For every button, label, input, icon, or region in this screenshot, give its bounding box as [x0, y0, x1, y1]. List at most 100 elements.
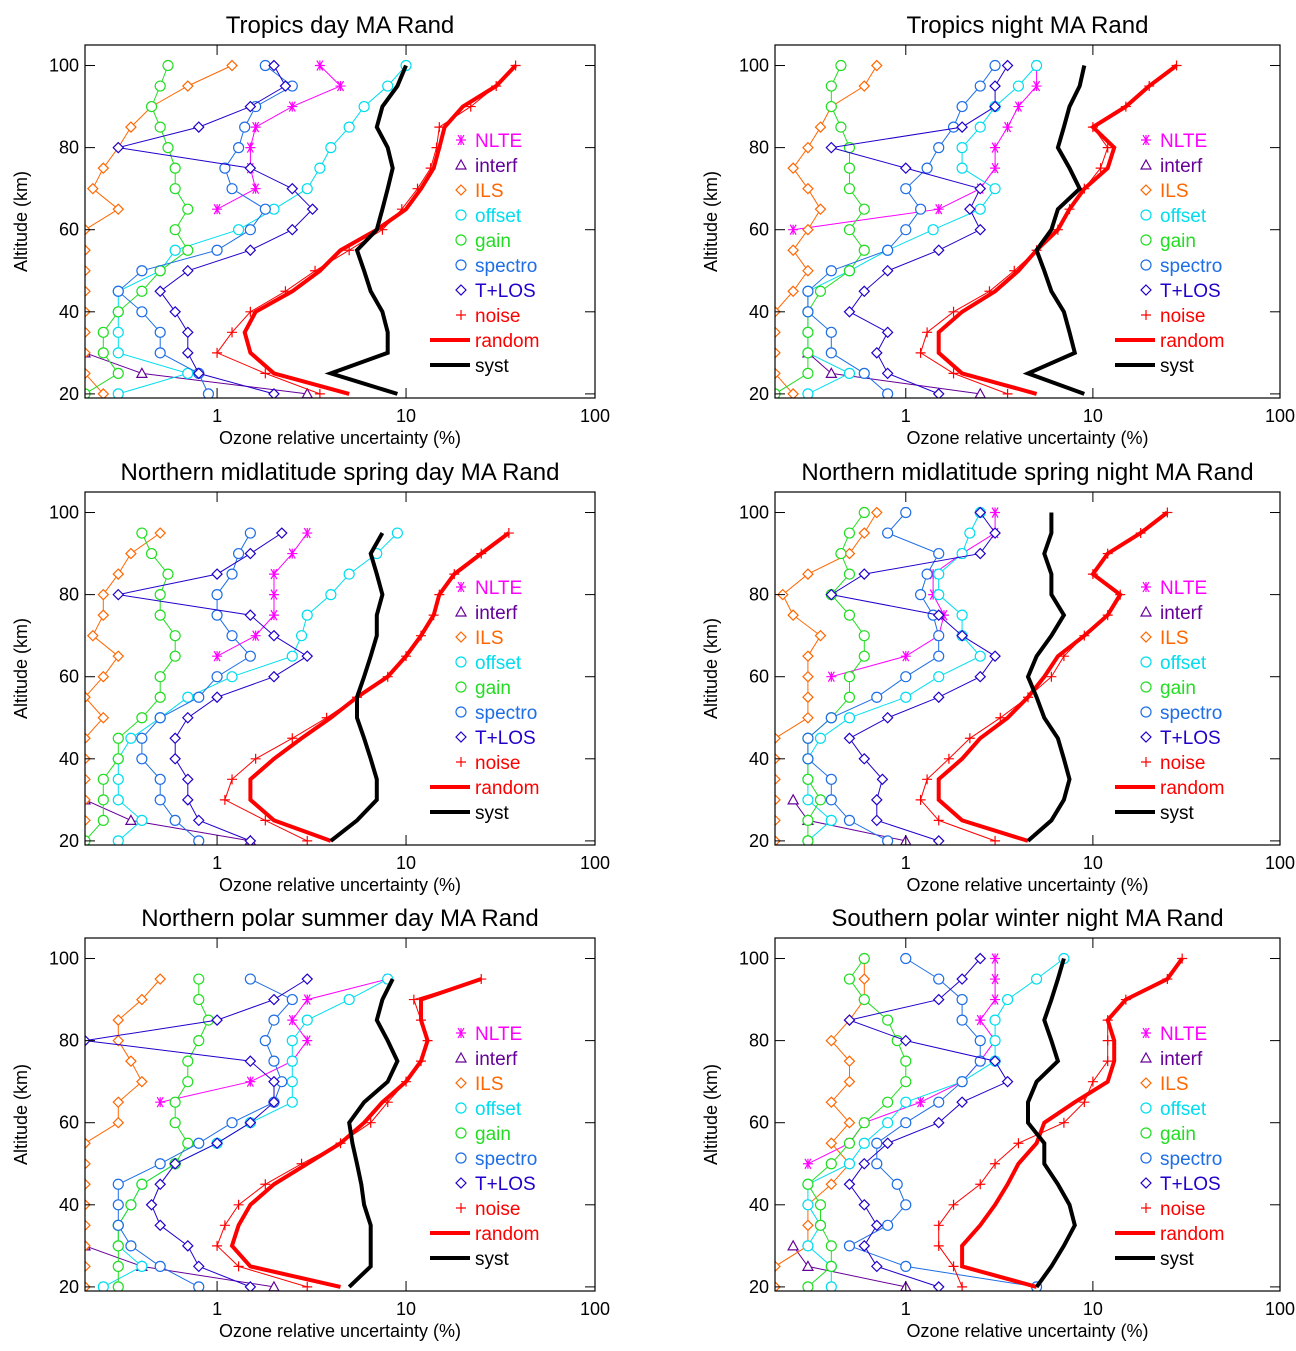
x-axis-label: Ozone relative uncertainty (%): [906, 1321, 1148, 1341]
marker: [125, 732, 137, 744]
marker: [775, 1260, 781, 1273]
marker: [1079, 1097, 1090, 1108]
marker: [881, 367, 894, 380]
legend-label: NLTE: [475, 578, 522, 599]
marker: [1095, 163, 1106, 174]
marker: [85, 1157, 91, 1170]
x-tick-label: 10: [1083, 406, 1103, 426]
legend-label: random: [1160, 1224, 1224, 1245]
marker: [825, 1240, 837, 1252]
marker: [900, 506, 912, 519]
marker: [843, 671, 856, 683]
marker: [956, 1076, 968, 1088]
marker: [233, 548, 245, 560]
legend-marker: [456, 1027, 466, 1039]
series-line: [960, 957, 1184, 1289]
marker: [900, 1117, 912, 1129]
marker: [244, 547, 257, 560]
x-tick-label: 10: [1083, 1299, 1103, 1319]
y-axis-label: Altitude (km): [701, 618, 721, 719]
marker: [85, 1240, 91, 1252]
marker: [286, 1035, 298, 1047]
marker: [899, 1034, 912, 1047]
marker: [193, 1137, 205, 1149]
marker: [787, 244, 799, 257]
marker: [227, 327, 238, 338]
marker: [169, 1117, 181, 1129]
marker: [286, 994, 298, 1006]
x-tick-label: 1: [212, 406, 222, 426]
legend-marker: [1140, 706, 1152, 718]
marker: [775, 794, 781, 806]
marker: [989, 59, 1001, 72]
series-line: [1026, 957, 1077, 1289]
marker: [802, 326, 814, 338]
marker: [1013, 1138, 1024, 1149]
legend-label: noise: [1160, 306, 1205, 327]
y-tick-label: 80: [749, 1031, 769, 1051]
marker: [802, 711, 814, 724]
marker: [858, 973, 871, 985]
legend-label: interf: [475, 603, 518, 624]
legend-label: syst: [1160, 803, 1195, 824]
marker: [1058, 1117, 1069, 1128]
marker: [97, 711, 110, 724]
marker: [787, 388, 799, 398]
marker: [802, 568, 814, 580]
marker: [154, 794, 166, 806]
marker: [900, 1076, 912, 1088]
marker: [226, 183, 238, 195]
marker: [881, 264, 894, 277]
marker: [211, 691, 223, 704]
marker: [145, 548, 158, 560]
legend-marker: [455, 656, 467, 668]
marker: [244, 835, 257, 845]
marker: [843, 367, 856, 379]
marker: [814, 285, 827, 297]
marker: [193, 1035, 205, 1047]
marker: [227, 774, 238, 785]
marker: [268, 203, 280, 215]
legend-label: T+LOS: [475, 728, 536, 749]
marker: [244, 527, 256, 539]
legend-label: interf: [475, 1049, 518, 1070]
marker: [154, 285, 167, 298]
marker: [974, 223, 987, 236]
marker: [990, 835, 1001, 845]
marker: [900, 671, 912, 683]
marker: [882, 527, 894, 539]
x-tick-label: 100: [1265, 406, 1295, 426]
marker: [382, 80, 394, 92]
marker: [990, 953, 1001, 964]
legend-marker: [1140, 1177, 1152, 1189]
marker: [989, 527, 1001, 539]
marker: [391, 527, 403, 539]
marker: [302, 1035, 313, 1046]
marker: [900, 1260, 912, 1272]
marker: [335, 80, 346, 92]
marker: [286, 1096, 298, 1108]
chart-title: Tropics night MA Rand: [907, 12, 1149, 39]
marker: [136, 285, 148, 297]
panel: NLTE interf ILS offset gain spectro T+LOS noise…: [701, 12, 1295, 448]
legend-label: NLTE: [475, 131, 522, 152]
marker: [97, 670, 110, 683]
marker: [802, 141, 814, 154]
legend-label: offset: [475, 653, 522, 674]
marker: [181, 1240, 194, 1252]
series-line: [117, 65, 294, 395]
marker: [193, 691, 205, 703]
marker: [1001, 994, 1014, 1006]
marker: [933, 630, 945, 642]
marker: [245, 1076, 256, 1087]
marker: [182, 1055, 194, 1067]
marker: [956, 629, 968, 642]
legend-marker: [1140, 284, 1152, 296]
legend-marker: [455, 234, 467, 246]
marker: [244, 1116, 257, 1129]
marker: [112, 1178, 124, 1190]
marker: [112, 326, 124, 338]
legend-marker: [1140, 234, 1152, 246]
marker: [825, 588, 838, 601]
marker: [787, 609, 799, 621]
